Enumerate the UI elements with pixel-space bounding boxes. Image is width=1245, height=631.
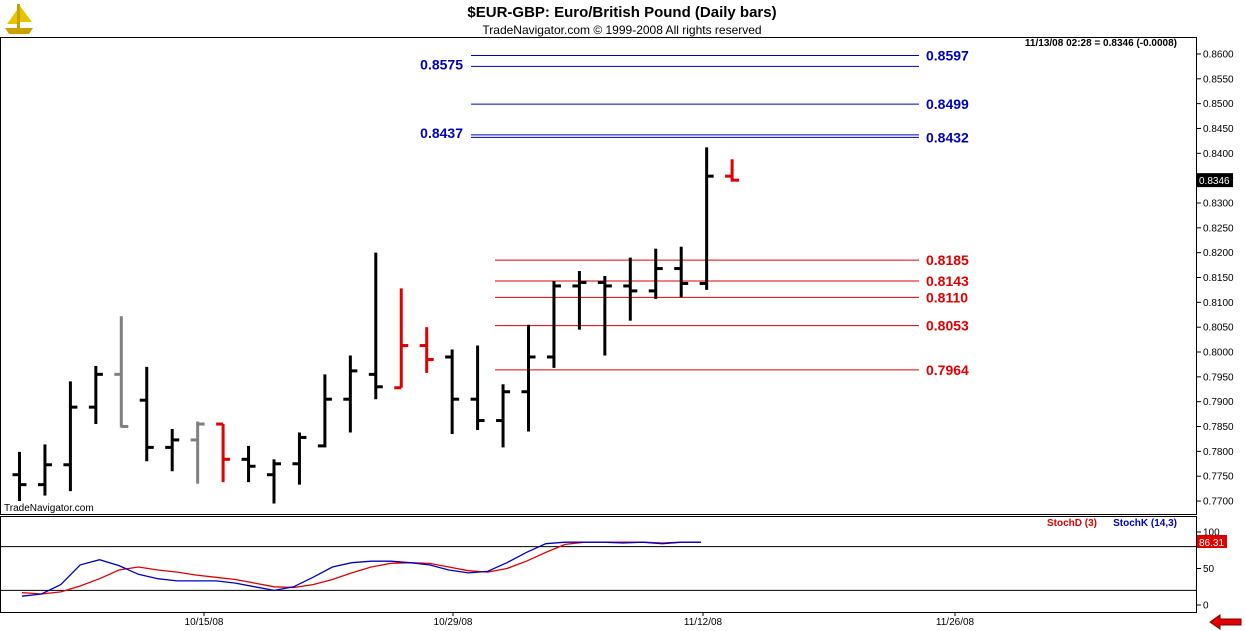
last-price-box <box>1197 173 1233 188</box>
quote-readout: 11/13/08 02:28 = 0.8346 (-0.0008) <box>1025 38 1177 49</box>
ohlc-bar <box>368 252 383 400</box>
price-tick-label: 0.7950 <box>1203 372 1234 383</box>
price-tick-label: 0.8250 <box>1203 223 1234 234</box>
level-label: 0.8432 <box>926 129 969 145</box>
ohlc-bar <box>114 316 129 429</box>
ohlc-bar <box>139 366 154 462</box>
stoch-last-label: 86.31 <box>1199 538 1224 549</box>
level-label: 0.8110 <box>926 289 968 305</box>
ohlc-bar <box>572 271 587 330</box>
x-axis: 10/15/08 10/29/08 11/12/08 11/26/08 <box>185 612 975 628</box>
level-label: 0.8437 <box>420 125 463 141</box>
ohlc-bar <box>12 451 27 502</box>
price-tick-label: 0.7750 <box>1203 472 1234 483</box>
level-label: 0.7964 <box>926 362 969 378</box>
ohlc-bar <box>597 276 612 356</box>
ohlc-bar <box>394 288 409 390</box>
price-tick-label: 0.7900 <box>1203 397 1234 408</box>
price-panel-frame <box>0 37 1197 515</box>
price-tick-label: 0.8200 <box>1203 248 1234 259</box>
price-y-axis: 0.7700 0.7750 0.7800 0.7850 0.7900 0.7950 0.80… <box>1196 49 1234 508</box>
level-label: 0.8143 <box>926 273 969 289</box>
gold-ship-logo-icon <box>5 4 33 34</box>
price-tick-label: 0.7800 <box>1203 447 1234 458</box>
stoch-last-box <box>1197 534 1227 548</box>
ohlc-bar <box>699 147 714 290</box>
stoch-tick-label: 100 <box>1203 528 1220 539</box>
ohlc-bar <box>37 444 52 496</box>
ohlc-bar <box>190 421 205 484</box>
ohlc-bar <box>445 349 460 434</box>
price-tick-label: 0.7850 <box>1203 422 1234 433</box>
stoch-series-line <box>21 541 701 597</box>
ohlc-bar <box>63 381 78 492</box>
ohlc-bar <box>343 355 358 433</box>
price-tick-label: 0.8300 <box>1203 198 1234 209</box>
legend-stochd: StochD (3) <box>1047 518 1097 529</box>
price-tick-label: 0.8400 <box>1203 149 1234 160</box>
price-tick-label: 0.8550 <box>1203 74 1234 85</box>
ohlc-bar <box>648 248 663 299</box>
x-tick-label: 10/29/08 <box>434 617 473 628</box>
ohlc-bar <box>521 324 536 432</box>
watermark: TradeNavigator.com <box>4 503 94 514</box>
ohlc-bar <box>317 374 332 448</box>
red-left-arrow-icon[interactable] <box>1209 614 1242 630</box>
level-label: 0.8597 <box>926 47 969 63</box>
ohlc-bar <box>546 280 561 368</box>
ohlc-bar <box>241 445 256 483</box>
price-tick-label: 0.8100 <box>1203 298 1234 309</box>
price-tick-label: 0.8150 <box>1203 273 1234 284</box>
chart-title: $EUR-GBP: Euro/British Pound (Daily bars… <box>467 4 776 21</box>
price-tick-label: 0.8450 <box>1203 124 1234 135</box>
x-tick-label: 11/12/08 <box>684 617 723 628</box>
x-tick-label: 11/26/08 <box>936 617 975 628</box>
level-label: 0.8053 <box>926 318 969 334</box>
price-tick-label: 0.8600 <box>1203 49 1234 60</box>
stoch-tick-label: 0 <box>1203 601 1209 612</box>
price-tick-label: 0.8050 <box>1203 323 1234 334</box>
stoch-panel-frame <box>0 516 1197 613</box>
chart-subtitle: TradeNavigator.com © 1999-2008 All right… <box>482 23 761 37</box>
ohlc-bar <box>496 384 511 448</box>
ohlc-bar <box>88 365 103 425</box>
ohlc-bar <box>292 432 307 485</box>
level-label: 0.8185 <box>926 252 969 268</box>
price-tick-label: 0.8000 <box>1203 348 1234 359</box>
legend-stochk: StochK (14,3) <box>1113 518 1177 529</box>
ohlc-bar <box>674 246 689 298</box>
ohlc-bar <box>725 159 740 182</box>
ohlc-bar <box>470 345 485 430</box>
ohlc-bar <box>623 257 638 321</box>
ohlc-bar <box>419 327 434 373</box>
last-price-label: 0.8346 <box>1199 176 1230 187</box>
level-label: 0.8499 <box>926 96 969 112</box>
ohlc-bar <box>216 422 231 483</box>
x-tick-label: 10/15/08 <box>185 617 224 628</box>
price-bars <box>12 147 740 504</box>
ohlc-bar <box>267 459 281 504</box>
level-label: 0.8575 <box>420 56 463 72</box>
price-tick-label: 0.8500 <box>1203 99 1234 110</box>
price-tick-label: 0.7700 <box>1203 497 1234 508</box>
level-lines: 0.8597 0.8575 0.8499 0.8437 0.8432 0.8185 0.81… <box>420 47 969 377</box>
ohlc-bar <box>165 429 180 472</box>
stoch-tick-label: 50 <box>1203 564 1215 575</box>
